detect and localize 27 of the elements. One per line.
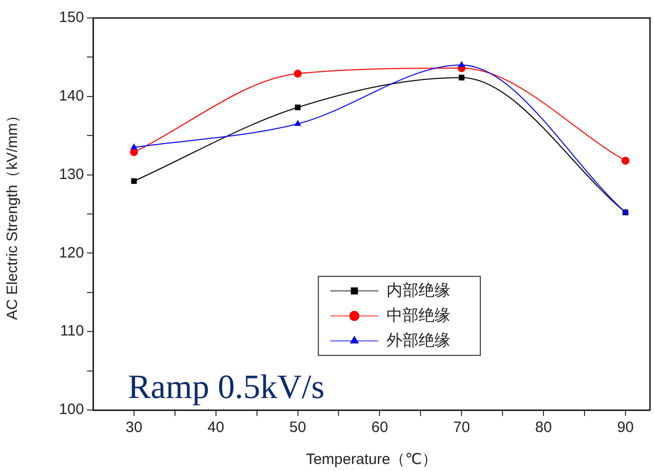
legend-label: 外部绝缘 <box>386 331 450 350</box>
y-tick-label: 100 <box>58 401 84 418</box>
y-tick-label: 110 <box>60 322 84 340</box>
x-tick-label: 50 <box>289 419 306 436</box>
y-tick-label: 140 <box>58 88 84 105</box>
point <box>294 70 302 78</box>
x-tick-label: 80 <box>535 419 552 436</box>
point <box>130 143 138 150</box>
point <box>621 156 630 165</box>
x-axis-title: Temperature（℃） <box>306 451 438 468</box>
y-axis-title: AC Electric Strength（kV/mm） <box>4 108 22 320</box>
y-tick-label: 130 <box>58 166 84 183</box>
point <box>458 61 466 68</box>
point <box>294 104 301 110</box>
x-tick-label: 40 <box>208 419 224 436</box>
annotation: Ramp 0.5kV/s <box>128 369 324 406</box>
x-tick-label: 60 <box>371 419 388 436</box>
legend-label: 中部绝缘 <box>386 306 450 324</box>
point <box>131 178 137 184</box>
point <box>458 74 464 80</box>
x-tick-label: 70 <box>453 419 470 436</box>
x-tick-label: 30 <box>126 419 142 436</box>
x-tick-label: 90 <box>617 419 634 436</box>
point <box>294 120 302 126</box>
y-tick-label: 120 <box>58 244 84 262</box>
y-tick-label: 150 <box>58 9 84 26</box>
legend-label: 内部绝缘 <box>386 281 450 300</box>
